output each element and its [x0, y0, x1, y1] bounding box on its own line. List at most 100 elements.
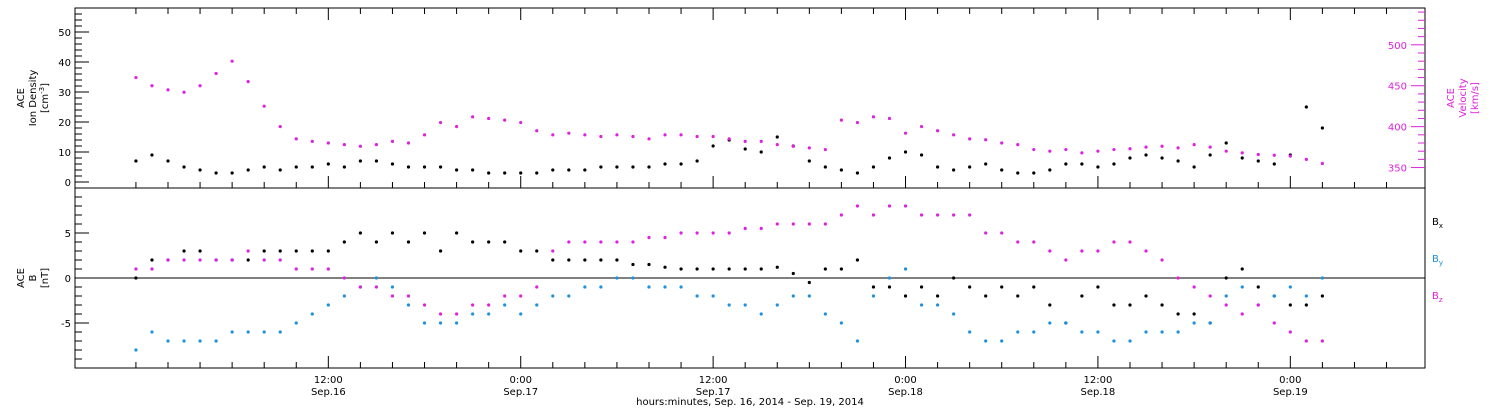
by-point: [887, 276, 892, 280]
top-left-axis-ticks: 0 10 20 30 40 50: [58, 7, 89, 189]
bz-point: [1192, 285, 1196, 289]
density-point: [166, 159, 170, 163]
by-point: [1048, 321, 1052, 325]
density-point: [968, 165, 972, 169]
by-point: [1288, 285, 1292, 289]
bx-point: [871, 285, 876, 289]
velocity-point: [775, 143, 779, 147]
bx-point: [903, 294, 908, 298]
velocity-point: [1208, 145, 1212, 149]
by-point: [246, 330, 250, 334]
velocity-point: [406, 141, 411, 145]
density-point: [150, 153, 154, 157]
velocity-point: [1304, 157, 1308, 161]
bx-point: [1016, 294, 1020, 298]
bz-point: [952, 213, 956, 217]
bx-point: [551, 258, 555, 262]
velocity-point: [150, 84, 154, 88]
by-point: [647, 285, 651, 289]
by-point: [406, 303, 411, 307]
density-point: [454, 168, 459, 172]
bx-point: [1240, 267, 1244, 271]
bx-point: [887, 285, 892, 289]
by-point: [487, 312, 491, 316]
x-tick-time-3: 0:00: [894, 375, 916, 386]
density-point: [583, 168, 587, 172]
density-point: [663, 162, 667, 166]
density-point: [1160, 156, 1164, 160]
velocity-point: [551, 133, 555, 137]
velocity-point: [919, 125, 924, 129]
bz-point: [1272, 321, 1276, 325]
bz-point: [374, 285, 379, 289]
velocity-point: [166, 88, 170, 92]
bz-point: [198, 258, 202, 262]
by-point: [1096, 330, 1100, 334]
bz-point: [855, 204, 860, 208]
density-point: [1176, 159, 1180, 163]
by-point: [871, 294, 876, 298]
velocity-point: [358, 144, 362, 148]
legend-by: By: [1432, 254, 1443, 267]
by-point: [150, 330, 154, 334]
density-point: [743, 147, 747, 151]
density-point: [326, 162, 330, 166]
velocity-point: [1224, 149, 1228, 153]
bz-point: [503, 294, 507, 298]
velocity-point: [438, 120, 443, 125]
bz-point: [1080, 249, 1084, 253]
legend-by-sub: y: [1439, 259, 1443, 267]
velocity-point: [695, 134, 699, 139]
by-point: [1224, 294, 1228, 298]
velocity-point: [1048, 149, 1052, 153]
bz-point: [807, 222, 811, 226]
top-ytick-label-5: 50: [58, 28, 71, 39]
velocity-point: [743, 139, 747, 143]
bz-point: [134, 267, 138, 271]
velocity-point: [583, 133, 587, 137]
x-tick-date-0: Sep.16: [311, 387, 346, 398]
density-point: [1272, 162, 1276, 166]
density-point: [487, 171, 491, 175]
by-point: [551, 294, 555, 298]
bz-point: [422, 303, 427, 307]
density-point: [471, 168, 475, 172]
density-point: [1000, 168, 1004, 172]
top-right-ylabel: ACE Velocity [km/s]: [1446, 78, 1481, 117]
bz-point: [1064, 258, 1068, 262]
legend: Bx By Bz: [1432, 217, 1443, 304]
bottom-ytick-label-0: -5: [61, 319, 71, 330]
by-point: [855, 339, 860, 343]
density-point: [230, 171, 234, 175]
velocity-point: [278, 125, 282, 129]
top-left-ylabel-line1: ACE: [16, 88, 27, 108]
density-point: [1144, 153, 1148, 157]
velocity-point: [294, 137, 298, 141]
bx-point: [454, 231, 459, 235]
density-point: [711, 144, 715, 148]
velocity-point: [198, 84, 202, 88]
bz-point: [823, 222, 827, 226]
by-point: [1176, 330, 1180, 334]
velocity-point: [984, 138, 988, 142]
bx-point: [134, 276, 138, 280]
bottom-ylabel-line3: [nT]: [40, 268, 51, 288]
bz-point: [246, 249, 250, 253]
density-point: [599, 165, 603, 169]
bottom-series-points: [134, 204, 1324, 352]
x-tick-time-5: 0:00: [1279, 375, 1301, 386]
bz-point: [230, 258, 234, 262]
bx-point: [438, 249, 443, 253]
bz-point: [1016, 240, 1020, 244]
bx-point: [679, 267, 683, 271]
by-point: [1080, 330, 1084, 334]
density-point: [631, 165, 635, 169]
by-point: [454, 321, 459, 325]
by-point: [519, 312, 523, 316]
velocity-point: [246, 80, 250, 84]
density-point: [438, 165, 443, 169]
x-tick-date-4: Sep.18: [1081, 387, 1116, 398]
by-point: [134, 348, 138, 352]
bx-point: [631, 262, 635, 267]
bx-point: [1032, 285, 1036, 289]
